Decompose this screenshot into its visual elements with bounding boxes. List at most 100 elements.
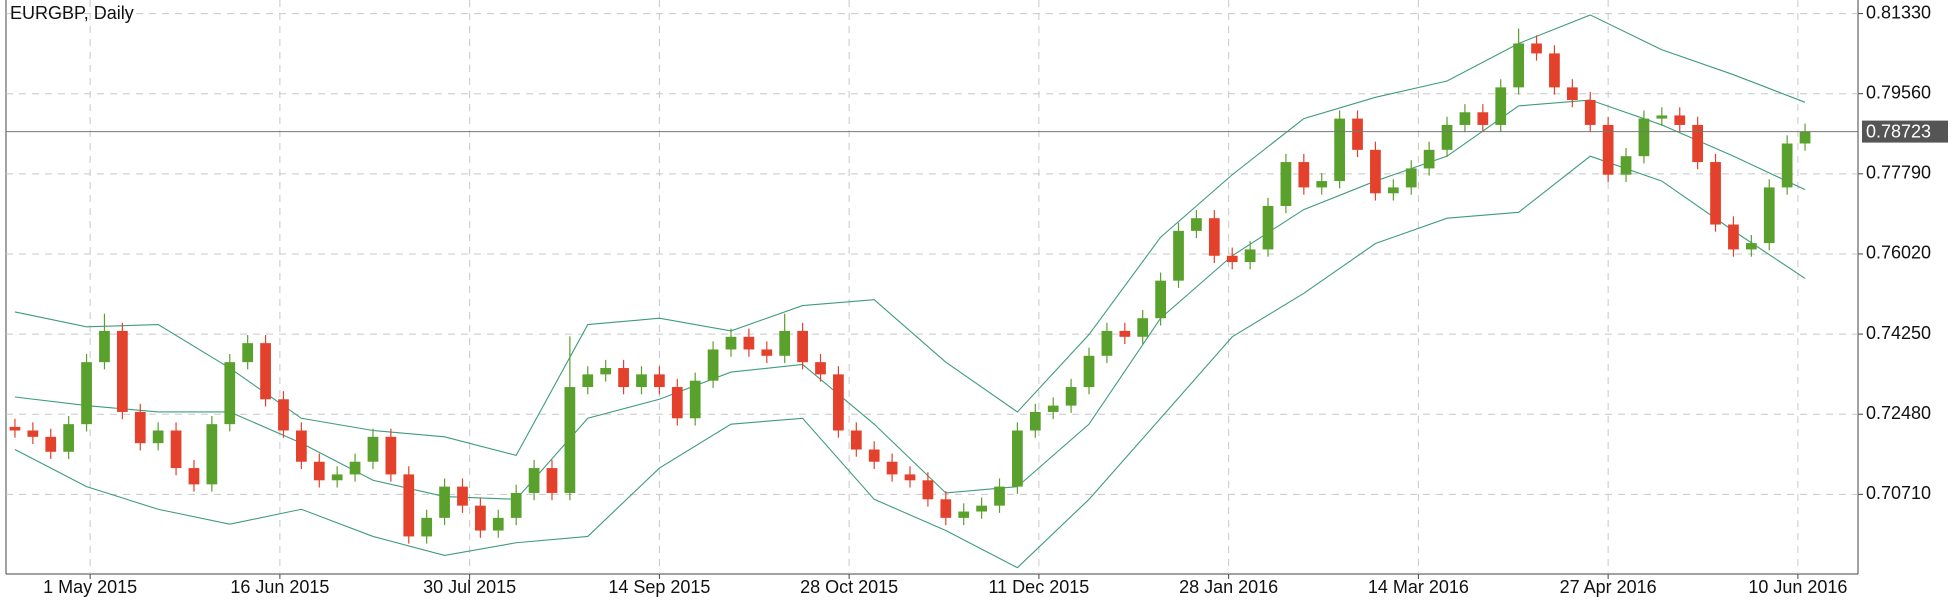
x-tick-label: 16 Jun 2015 xyxy=(230,577,329,597)
candle-body xyxy=(331,474,343,481)
candle-body xyxy=(1549,53,1560,88)
candle-body xyxy=(1065,387,1077,406)
candle-body xyxy=(1531,43,1542,54)
candle-body xyxy=(671,387,683,419)
candle-body xyxy=(313,461,325,481)
candle-body xyxy=(385,436,397,475)
x-tick-label: 11 Dec 2015 xyxy=(989,577,1090,597)
candle-body xyxy=(1262,205,1274,250)
last-price-label: 0.78723 xyxy=(1866,121,1931,141)
y-tick-label: 0.81330 xyxy=(1866,2,1931,22)
candle-body xyxy=(1423,149,1435,169)
candle-body xyxy=(707,349,719,381)
candle-body xyxy=(1566,87,1578,101)
x-tick-label: 14 Sep 2015 xyxy=(608,577,710,597)
candle-body xyxy=(868,449,880,462)
candle-body xyxy=(994,486,1005,506)
y-tick-label: 0.76020 xyxy=(1866,243,1931,263)
x-tick-label: 10 Jun 2016 xyxy=(1748,577,1847,597)
candle-body xyxy=(1387,187,1399,194)
candle-body xyxy=(1370,149,1381,194)
candle-body xyxy=(403,474,415,537)
candle-body xyxy=(63,424,75,452)
x-tick-label: 28 Jan 2016 xyxy=(1179,577,1278,597)
y-tick-label: 0.74250 xyxy=(1866,323,1931,343)
candle-body xyxy=(278,399,289,431)
candle-body xyxy=(958,511,970,518)
x-tick-label: 14 Mar 2016 xyxy=(1368,577,1469,597)
candle-body xyxy=(260,343,271,400)
candle-body xyxy=(134,411,146,444)
candle-body xyxy=(1029,411,1041,431)
candle-body xyxy=(815,362,826,375)
candle-body xyxy=(600,368,612,375)
candle-body xyxy=(1405,168,1417,188)
candle-body xyxy=(976,505,987,512)
candle-body xyxy=(761,349,773,356)
candle-body xyxy=(1495,87,1507,125)
candle-body xyxy=(850,430,862,450)
candle-body xyxy=(170,430,182,469)
candle-body xyxy=(1459,112,1471,125)
candle-body xyxy=(886,461,898,475)
candle-body xyxy=(833,374,844,431)
plot: 0.81330 0.79560 0.77790 0.76020 0.74250 0.724… xyxy=(6,0,1948,597)
candle-body xyxy=(116,330,128,412)
candle-body xyxy=(1638,118,1650,157)
candle-body xyxy=(224,362,236,425)
candle-body xyxy=(1799,131,1811,144)
candle-body xyxy=(1728,224,1739,250)
candle-body xyxy=(27,430,39,437)
x-tick-label: 1 May 2015 xyxy=(43,577,137,597)
candle-body xyxy=(1513,43,1525,88)
y-tick-label: 0.70710 xyxy=(1866,483,1931,503)
candle-body xyxy=(1477,112,1489,125)
y-tick-label: 0.77790 xyxy=(1866,163,1931,183)
chart-title: EURGBP, Daily xyxy=(10,3,134,23)
x-tick-label: 30 Jul 2015 xyxy=(423,577,516,597)
candle-body xyxy=(1352,118,1363,150)
candle-body xyxy=(457,486,468,506)
candle-body xyxy=(242,343,254,363)
candle-body xyxy=(636,374,647,388)
candle-body xyxy=(1155,280,1166,319)
candle-body xyxy=(797,330,808,363)
candle-body xyxy=(546,468,558,493)
x-tick-label: 27 Apr 2016 xyxy=(1560,577,1657,597)
candle-body xyxy=(1012,430,1023,487)
candle-body xyxy=(1710,162,1721,225)
candle-body xyxy=(1763,187,1775,244)
candle-body xyxy=(1745,243,1757,250)
candle-body xyxy=(1047,405,1059,412)
candle-body xyxy=(1692,124,1704,163)
candle-body xyxy=(618,368,629,388)
candle-body xyxy=(654,374,665,388)
bollinger-band xyxy=(14,155,1806,569)
candle-body xyxy=(1620,156,1632,175)
candle-body xyxy=(1083,355,1095,388)
bollinger-band xyxy=(14,14,1806,457)
candle-body xyxy=(439,486,450,518)
candle-body xyxy=(1602,124,1614,175)
candle-body xyxy=(188,468,200,485)
candle-body xyxy=(1208,218,1220,256)
candle-body xyxy=(421,517,433,537)
candle-body xyxy=(1674,115,1686,125)
candle-body xyxy=(582,374,594,388)
candle-body xyxy=(940,499,952,518)
candle-body xyxy=(528,468,540,493)
candle-body xyxy=(1173,230,1184,281)
candle-body xyxy=(1226,255,1238,263)
candle-body xyxy=(1298,162,1310,188)
candle-body xyxy=(904,474,916,481)
candle-body xyxy=(475,505,486,531)
candle-body xyxy=(1584,100,1596,125)
candle-body xyxy=(510,492,522,518)
candle-body xyxy=(1280,162,1292,206)
candle-body xyxy=(1316,181,1328,188)
bollinger-band xyxy=(14,99,1806,500)
candle-body xyxy=(349,461,361,475)
candle-body xyxy=(1244,249,1256,263)
candle-body xyxy=(9,426,21,431)
